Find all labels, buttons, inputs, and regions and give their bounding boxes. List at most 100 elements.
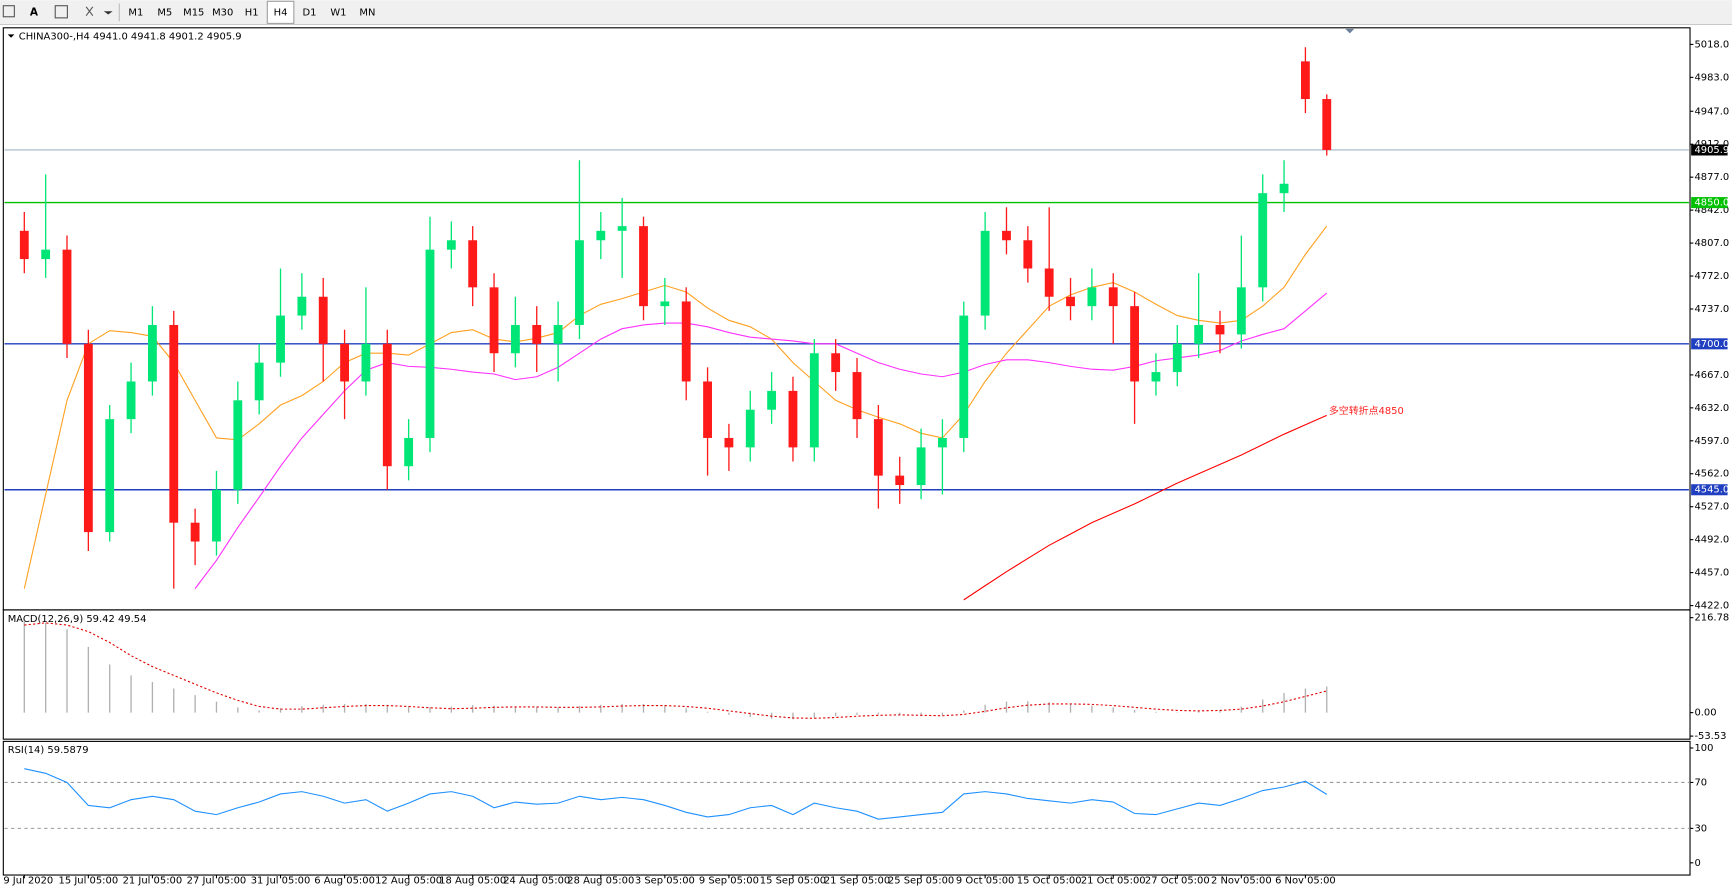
tool-dropdown[interactable] [103, 11, 113, 15]
candle-body [1044, 268, 1054, 297]
x-tick-label: 21 Oct 05:00 [1081, 876, 1146, 887]
candle-body [190, 522, 200, 542]
candle-body [809, 353, 819, 448]
candle-body [147, 324, 157, 382]
y-tick-label: 70 [1694, 777, 1707, 788]
y-tick-label: 30 [1694, 823, 1707, 834]
level-tag-label: 4700.0 [1694, 339, 1729, 350]
x-tick-label: 27 Oct 05:00 [1145, 876, 1210, 887]
timeframe-button[interactable]: M5 [157, 7, 172, 18]
rsi-title: RSI(14) 59.5879 [8, 745, 89, 756]
tool-icon[interactable]: A [30, 6, 39, 18]
shift-marker [1345, 28, 1355, 34]
x-tick-label: 15 Oct 05:00 [1017, 876, 1082, 887]
y-tick-label: 4597.0 [1694, 436, 1729, 447]
symbol-menu[interactable] [7, 34, 15, 38]
level-tag [1691, 144, 1728, 156]
macd-signal [24, 622, 1327, 719]
candle-body [596, 230, 606, 241]
y-tick-label: 4632.0 [1694, 403, 1729, 414]
x-tick-label: 15 Jul 05:00 [59, 876, 119, 887]
candle-body [1151, 372, 1161, 382]
candle-body [1194, 324, 1204, 344]
candle-body [1215, 324, 1225, 335]
x-tick-label: 27 Jul 05:00 [187, 876, 247, 887]
candle-body [831, 353, 841, 373]
candle-body [340, 343, 349, 382]
timeframe-button[interactable]: H1 [245, 7, 259, 18]
candle-body [382, 343, 392, 467]
timeframe-button[interactable]: D1 [303, 7, 317, 18]
timeframe-button[interactable]: MN [359, 7, 375, 18]
candle-body [1108, 287, 1118, 307]
candle-body [660, 301, 670, 307]
y-tick-label: 4457.0 [1694, 568, 1729, 579]
tool-icon[interactable] [54, 5, 68, 19]
tool-icon[interactable] [85, 6, 94, 16]
timeframe-button[interactable]: W1 [330, 7, 346, 18]
level-tag-label: 4905.9 [1694, 145, 1729, 156]
y-tick-label: 4492.0 [1694, 535, 1729, 546]
y-tick-label: 4842.0 [1694, 205, 1729, 216]
candle-body [19, 230, 29, 260]
y-tick-label: 4807.0 [1694, 238, 1729, 249]
timeframe-button[interactable]: M30 [212, 7, 233, 18]
candle-body [1002, 230, 1011, 241]
macd-title: MACD(12,26,9) 59.42 49.54 [8, 614, 147, 625]
candle-body [83, 343, 93, 533]
y-tick-label: 4983.0 [1694, 72, 1729, 83]
candle-body [318, 296, 328, 344]
y-tick-label: -53.53 [1694, 731, 1726, 742]
candle-body [62, 249, 72, 344]
candle-body [489, 287, 499, 354]
tool-icon[interactable] [2, 5, 15, 18]
candle-body [980, 230, 990, 316]
timeframe-button[interactable]: M15 [183, 7, 204, 18]
y-tick-label: 216.78 [1694, 613, 1729, 624]
candle-body [1322, 99, 1332, 150]
candle-body [404, 437, 414, 467]
candle-body [575, 240, 584, 325]
candle-body [852, 372, 862, 420]
candle-body [1087, 287, 1097, 307]
x-tick-label: 2 Nov 05:00 [1211, 876, 1272, 887]
candle-body [1172, 343, 1182, 373]
candle-body [938, 437, 947, 448]
candle-body [276, 315, 285, 363]
candle-body [873, 419, 883, 476]
x-tick-label: 31 Jul 05:00 [251, 876, 311, 887]
x-tick-label: 25 Sep 05:00 [888, 876, 954, 887]
x-tick-label: 21 Jul 05:00 [123, 876, 183, 887]
candle-body [1258, 193, 1268, 288]
x-tick-label: 28 Aug 05:00 [567, 876, 634, 887]
y-tick-label: 0.00 [1694, 708, 1716, 719]
candle-body [1279, 183, 1289, 194]
annotation: 多空转折点4850 [1329, 404, 1404, 417]
y-tick-label: 4527.0 [1694, 502, 1729, 513]
timeframe-button[interactable]: M1 [128, 7, 143, 18]
toolbar: A [0, 0, 1732, 26]
x-tick-label: 21 Sep 05:00 [824, 876, 890, 887]
rsi-panel-frame [2, 740, 1691, 876]
candle-body [212, 489, 221, 542]
candle-body [1066, 296, 1075, 307]
x-tick-label: 12 Aug 05:00 [375, 876, 442, 887]
candle-body [510, 324, 520, 354]
y-tick-label: 4562.0 [1694, 469, 1729, 480]
y-tick-label: 100 [1694, 743, 1713, 754]
macd-panel-frame [2, 609, 1691, 740]
candle-body [468, 240, 478, 288]
y-tick-label: 4772.0 [1694, 271, 1729, 282]
x-tick-label: 6 Aug 05:00 [314, 876, 375, 887]
x-tick-label: 3 Sep 05:00 [635, 876, 695, 887]
candle-body [126, 381, 136, 420]
y-tick-label: 4667.0 [1694, 370, 1729, 381]
x-tick-label: 18 Aug 05:00 [439, 876, 506, 887]
timeframe-active-bg [266, 0, 295, 24]
main-plot [4, 47, 1689, 601]
timeframe-button[interactable]: H4 [274, 7, 288, 18]
candle-body [916, 447, 926, 486]
candle-body [105, 419, 115, 533]
y-tick-label: 4877.0 [1694, 172, 1729, 183]
